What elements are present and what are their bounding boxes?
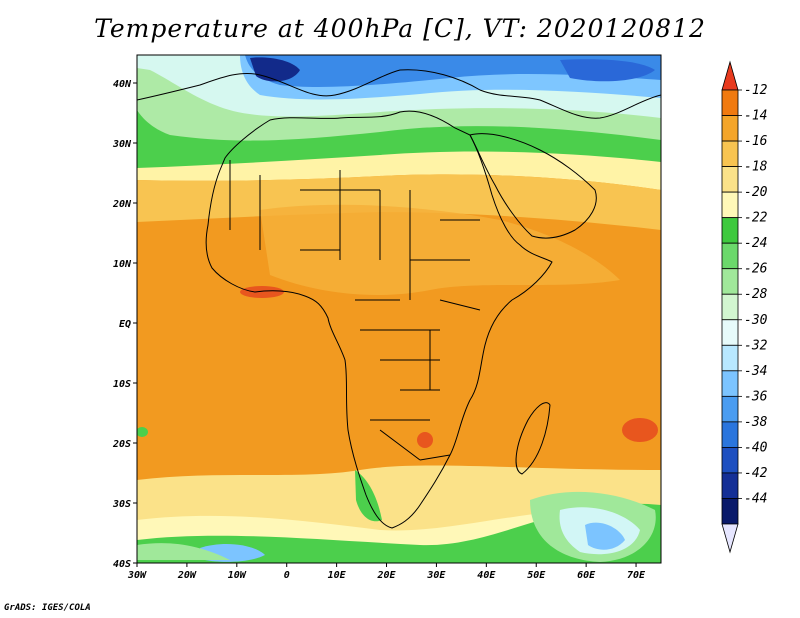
band-north-midblue (560, 59, 655, 82)
warm-patch-east (622, 418, 658, 442)
lat-tick-label: 40S (113, 559, 131, 570)
lon-tick-label: 70E (627, 570, 646, 581)
colorbar-label: -26 (744, 262, 768, 277)
plot-frame (136, 54, 662, 564)
colorbar-label: -44 (744, 491, 767, 506)
colorbar-swatch (721, 344, 739, 372)
colorbar-label: -34 (744, 364, 767, 379)
colorbar-arrow-bottom (721, 523, 739, 554)
lat-tick-label: 20N (112, 199, 132, 210)
colorbar-label: -12 (744, 83, 768, 98)
colorbar-swatch (721, 140, 739, 167)
colorbar-label: -24 (744, 236, 767, 251)
coastlines (137, 69, 661, 529)
colorbar-swatch (721, 242, 739, 270)
warm-patch-gulf (240, 286, 284, 298)
lat-tick-label: 10S (113, 379, 131, 390)
colorbar-label: -38 (744, 415, 768, 430)
colorbar-label: -36 (744, 389, 768, 404)
colorbar-label: -20 (744, 185, 768, 200)
map-title: Temperature at 400hPa [C], VT: 202012081… (94, 14, 706, 43)
latitude-axis: 40N 30N 20N 10N EQ 10S 20S 30S 40S (112, 79, 137, 570)
lat-tick-label: 40N (113, 79, 132, 90)
credit-text: GrADS: IGES/COLA (4, 603, 91, 613)
lat-tick-label: 30S (112, 499, 131, 510)
colorbar-label: -28 (744, 287, 768, 302)
colorbar-swatch (721, 472, 739, 499)
colorbar-label: -40 (744, 440, 768, 455)
colorbar-swatch (721, 319, 739, 346)
lat-tick-label: 10N (113, 259, 132, 270)
border-2 (229, 160, 481, 461)
madagascar (515, 402, 551, 475)
lat-tick-label: 20S (112, 439, 131, 450)
europe-coast (137, 69, 661, 119)
colorbar-swatch (721, 498, 739, 525)
colorbar-swatch (721, 191, 739, 219)
colorbar-label: -14 (744, 109, 767, 124)
lon-tick-label: 40E (477, 570, 496, 581)
lon-tick-label: 30E (426, 570, 446, 581)
green-spot-west (137, 427, 148, 437)
colorbar-label: -42 (744, 466, 768, 481)
colorbar-swatch (721, 293, 739, 321)
lon-tick-label: 20E (376, 570, 396, 581)
border-1 (259, 170, 480, 421)
colorbar-arrow-top (721, 60, 739, 91)
colorbar-swatch (721, 89, 739, 116)
temperature-field (137, 55, 661, 563)
lon-tick-label: 30W (127, 570, 147, 581)
band-subtropic-yellow (137, 174, 661, 230)
colorbar-swatch (721, 421, 739, 448)
warm-patch-south (417, 432, 433, 448)
colorbar-swatch (721, 370, 739, 397)
band-south-green-west (137, 543, 230, 560)
band-south-blue (585, 522, 625, 550)
colorbar-swatch (721, 217, 739, 244)
lon-tick-label: 60E (577, 570, 596, 581)
lat-tick-label: EQ (119, 319, 131, 330)
colorbar-swatch (721, 115, 739, 142)
colorbar: -12 -14 -16 -18 -20 -22 -24 -26 -28 -30 -32 -34 -36 -… (721, 60, 768, 554)
band-south-green (137, 503, 661, 563)
colorbar-label: -18 (744, 160, 768, 175)
band-north-blue (245, 55, 661, 88)
lon-tick-label: 10E (328, 570, 347, 581)
colorbar-swatch (721, 395, 739, 423)
arabia (469, 133, 597, 239)
land-lighter-sahara (260, 204, 620, 295)
lon-tick-label: 20W (177, 570, 197, 581)
lon-tick-label: 0 (284, 570, 290, 581)
colorbar-label: -22 (744, 211, 768, 226)
lon-tick-label: 50E (527, 570, 546, 581)
lon-tick-label: 10W (228, 570, 247, 581)
lat-tick-label: 30N (112, 139, 132, 150)
colorbar-label: -16 (744, 134, 768, 149)
colorbar-label: -30 (744, 313, 768, 328)
colorbar-swatch (721, 447, 739, 474)
colorbar-swatch (721, 166, 739, 193)
longitude-axis: 30W 20W 10W 0 10E 20E 30E 40E 50E 60E 70E (127, 563, 646, 581)
colorbar-label: -32 (744, 338, 768, 353)
colorbar-swatch (721, 268, 739, 295)
